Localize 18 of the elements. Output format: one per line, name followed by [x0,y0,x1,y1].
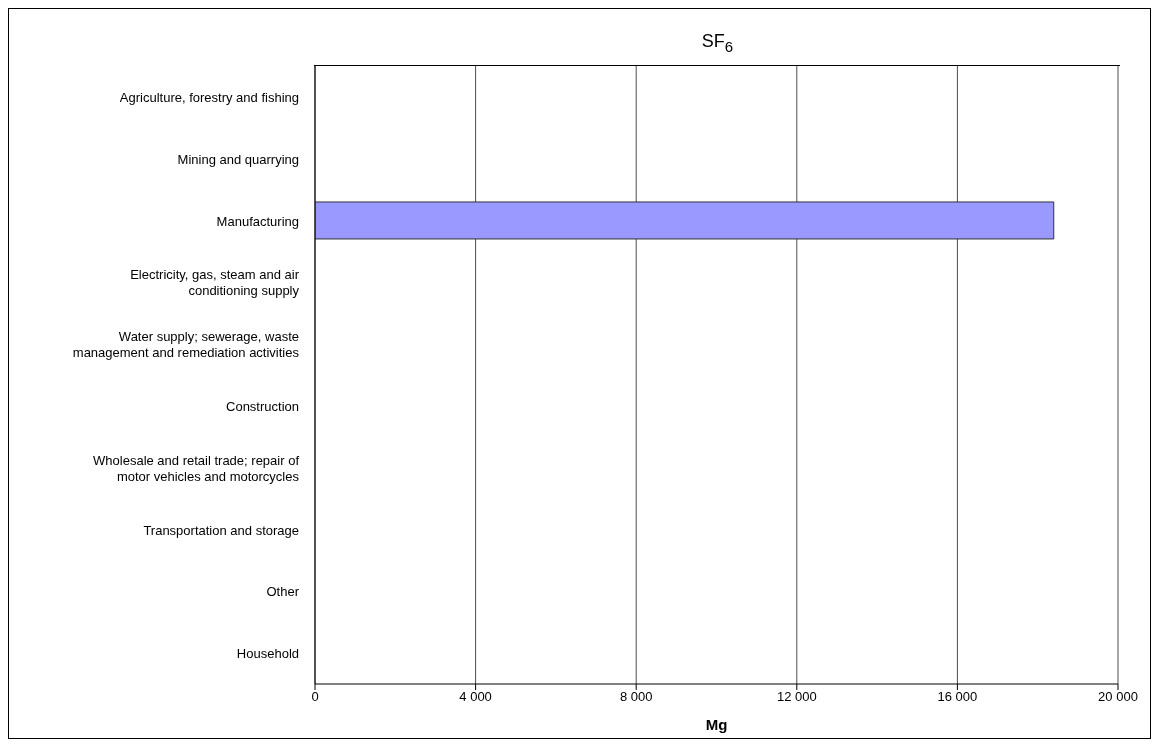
x-tick-label: 16 000 [937,689,978,705]
chart-title: SF$_{6}$ [700,31,735,55]
y-tick-label: Wholesale and retail trade; repair of motor vehicles and motorcycles [93,452,300,484]
y-tick-label: Manufacturing [216,213,299,228]
y-tick-label: Other [266,583,300,599]
y-tick-label: Mining and quarrying [177,151,299,167]
y-tick-label: Household [236,645,299,661]
y-tick-label: Transportation and storage [143,522,299,537]
x-tick-label: 4 000 [459,689,492,705]
x-tick-label: 8 000 [619,689,653,705]
y-tick-label: Agriculture, forestry and fishing [119,89,299,105]
y-tick-label: Electricity, gas, steam and air conditioning supply [130,266,300,298]
x-tick-label: 12 000 [776,689,817,705]
y-tick-label: Construction [226,398,299,414]
y-tick-label: Water supply; sewerage, waste management and remediation activities [72,328,300,360]
x-tick-label: 0 [311,689,319,705]
x-axis-title: Mg [705,716,728,733]
x-tick-label: 20 000 [1098,689,1138,705]
